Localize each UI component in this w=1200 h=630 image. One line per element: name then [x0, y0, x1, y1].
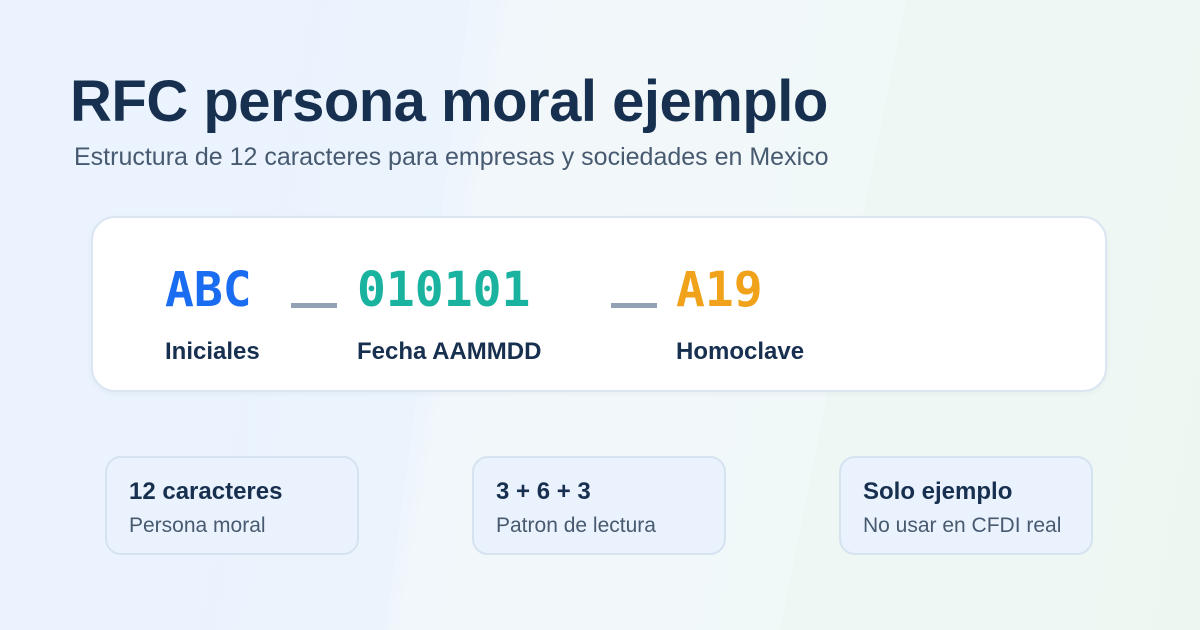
rfc-segment-label: Iniciales — [165, 338, 260, 365]
rfc-structure-card: ABC Iniciales 010101 Fecha AAMMDD A19 Ho… — [91, 216, 1107, 392]
info-card-example-warning: Solo ejemplo No usar en CFDI real — [839, 456, 1093, 555]
rfc-segment-label: Fecha AAMMDD — [357, 338, 542, 365]
rfc-segment-homoclave: A19 Homoclave — [676, 262, 804, 366]
info-card-title: Solo ejemplo — [863, 478, 1013, 505]
rfc-segment-fecha: 010101 Fecha AAMMDD — [357, 262, 541, 366]
info-card-title: 12 caracteres — [129, 478, 283, 505]
info-card-title: 3 + 6 + 3 — [496, 478, 591, 505]
page-subtitle: Estructura de 12 caracteres para empresa… — [74, 143, 829, 171]
info-card-pattern: 3 + 6 + 3 Patron de lectura — [472, 456, 726, 555]
rfc-segment-iniciales: ABC Iniciales — [165, 262, 260, 366]
info-card-subtitle: No usar en CFDI real — [863, 514, 1062, 537]
rfc-separator — [611, 303, 657, 308]
rfc-segment-code: 010101 — [357, 262, 531, 318]
rfc-segment-code: ABC — [165, 262, 252, 318]
rfc-segment-code: A19 — [676, 262, 763, 318]
info-card-length: 12 caracteres Persona moral — [105, 456, 359, 555]
rfc-segment-label: Homoclave — [676, 338, 805, 365]
info-card-subtitle: Patron de lectura — [496, 514, 656, 537]
info-card-subtitle: Persona moral — [129, 514, 266, 537]
rfc-separator — [291, 303, 337, 308]
page-title: RFC persona moral ejemplo — [70, 69, 828, 134]
